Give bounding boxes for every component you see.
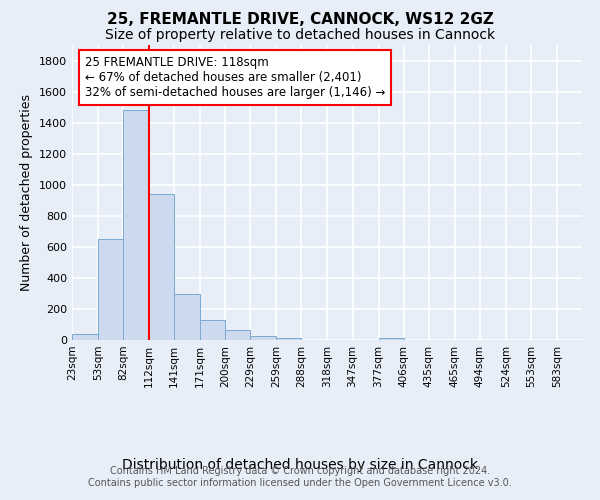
Text: 25, FREMANTLE DRIVE, CANNOCK, WS12 2GZ: 25, FREMANTLE DRIVE, CANNOCK, WS12 2GZ [107, 12, 493, 28]
Bar [379, 338, 404, 340]
Bar [98, 239, 123, 340]
Bar [200, 320, 225, 340]
Text: Contains HM Land Registry data © Crown copyright and database right 2024.
Contai: Contains HM Land Registry data © Crown c… [88, 466, 512, 487]
Bar [277, 338, 301, 340]
Bar [72, 334, 98, 340]
Y-axis label: Number of detached properties: Number of detached properties [20, 94, 34, 291]
Text: Size of property relative to detached houses in Cannock: Size of property relative to detached ho… [105, 28, 495, 42]
Bar [123, 110, 149, 340]
Bar [174, 294, 200, 340]
Bar [225, 330, 250, 340]
Bar [250, 336, 277, 340]
Text: 25 FREMANTLE DRIVE: 118sqm
← 67% of detached houses are smaller (2,401)
32% of s: 25 FREMANTLE DRIVE: 118sqm ← 67% of deta… [85, 56, 385, 99]
Bar [149, 194, 174, 340]
Text: Distribution of detached houses by size in Cannock: Distribution of detached houses by size … [122, 458, 478, 471]
